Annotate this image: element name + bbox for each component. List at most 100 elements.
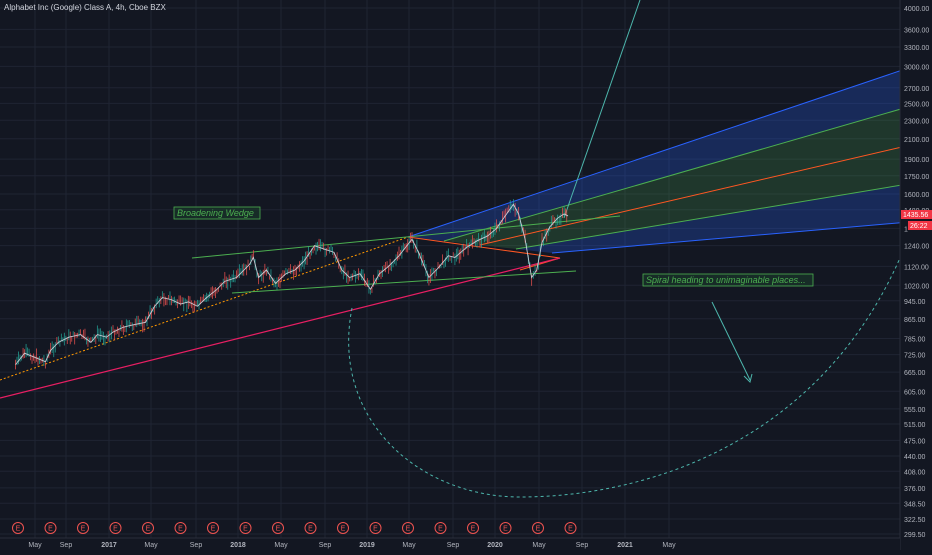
time-axis-label: May bbox=[274, 542, 288, 549]
chart-title: Alphabet Inc (Google) Class A, 4h, Cboe … bbox=[4, 3, 166, 12]
earnings-marker-label: E bbox=[16, 526, 21, 533]
wedge-lower-line[interactable] bbox=[231, 270, 577, 294]
earnings-marker-label: E bbox=[373, 526, 378, 533]
time-axis-label: May bbox=[28, 542, 42, 549]
earnings-marker-label: E bbox=[113, 526, 118, 533]
time-axis-label: 2019 bbox=[359, 542, 375, 549]
earnings-marker[interactable] bbox=[207, 522, 219, 534]
arrow-line[interactable] bbox=[711, 301, 751, 381]
price-axis-label: 1750.00 bbox=[904, 174, 929, 181]
price-axis-label: 2700.00 bbox=[904, 86, 929, 93]
price-line[interactable] bbox=[15, 203, 569, 365]
price-axis-label: 1 bbox=[904, 226, 908, 233]
pitchfork-line[interactable] bbox=[407, 59, 932, 238]
price-axis-label: 1120.00 bbox=[904, 264, 929, 271]
earnings-marker-label: E bbox=[243, 526, 248, 533]
earnings-marker[interactable] bbox=[12, 522, 24, 534]
earnings-marker[interactable] bbox=[239, 522, 252, 534]
pitchfork-handle[interactable] bbox=[407, 236, 561, 259]
time-axis-label: May bbox=[662, 542, 676, 549]
earnings-marker-label: E bbox=[178, 526, 183, 533]
price-axis-label: 725.00 bbox=[904, 353, 926, 360]
trendline-dotted[interactable] bbox=[0, 236, 409, 381]
time-axis-label: Sep bbox=[190, 542, 203, 549]
time-axis-label: 2018 bbox=[230, 542, 246, 549]
earnings-marker[interactable] bbox=[369, 522, 382, 534]
time-axis-label: Sep bbox=[576, 542, 589, 549]
earnings-marker-label: E bbox=[276, 526, 281, 533]
price-axis-label: 3600.00 bbox=[904, 27, 929, 34]
earnings-marker[interactable] bbox=[174, 522, 187, 534]
earnings-marker-label: E bbox=[503, 526, 508, 533]
earnings-marker[interactable] bbox=[304, 522, 317, 534]
price-axis-label: 2300.00 bbox=[904, 118, 929, 125]
pitchfork-band bbox=[480, 140, 932, 249]
time-axis-label: May bbox=[402, 542, 416, 549]
price-axis-label: 299.50 bbox=[904, 532, 926, 539]
pitchfork-band bbox=[516, 180, 932, 253]
earnings-marker[interactable] bbox=[77, 522, 89, 534]
time-axis-label: May bbox=[532, 542, 546, 549]
time-axis-label: Sep bbox=[319, 542, 332, 549]
price-axis bbox=[900, 0, 932, 550]
earnings-marker-label: E bbox=[568, 526, 573, 533]
earnings-marker[interactable] bbox=[337, 522, 349, 534]
time-axis-label: 2020 bbox=[487, 542, 503, 549]
price-axis-label: 348.50 bbox=[904, 501, 926, 508]
spiral-path[interactable] bbox=[348, 257, 901, 498]
countdown-label: 26:22 bbox=[910, 223, 928, 230]
annotation-box[interactable] bbox=[173, 206, 261, 220]
projection-line[interactable] bbox=[563, 0, 641, 219]
annotation-label: Broadening Wedge bbox=[177, 208, 254, 218]
price-axis-label: 945.00 bbox=[904, 299, 926, 306]
earnings-marker-label: E bbox=[406, 526, 411, 533]
price-axis-label: 1020.00 bbox=[904, 283, 929, 290]
pitchfork-band bbox=[408, 60, 932, 241]
earnings-marker[interactable] bbox=[142, 522, 154, 534]
trendline-support[interactable] bbox=[0, 257, 561, 399]
annotation-label: Spiral heading to unimaginable places... bbox=[646, 275, 806, 285]
earnings-marker-label: E bbox=[471, 526, 476, 533]
earnings-marker-label: E bbox=[308, 526, 313, 533]
earnings-marker[interactable] bbox=[272, 522, 284, 534]
earnings-marker[interactable] bbox=[564, 522, 577, 534]
time-axis-label: Sep bbox=[447, 542, 460, 549]
earnings-marker-label: E bbox=[341, 526, 346, 533]
earnings-marker[interactable] bbox=[499, 522, 512, 534]
price-axis-label: 1600.00 bbox=[904, 192, 929, 199]
earnings-marker-label: E bbox=[211, 526, 216, 533]
price-axis-label: 322.50 bbox=[904, 517, 926, 524]
price-axis-label: 1900.00 bbox=[904, 157, 929, 164]
price-axis-label: 440.00 bbox=[904, 454, 926, 461]
pitchfork-line[interactable] bbox=[479, 139, 932, 246]
pitchfork-line[interactable] bbox=[515, 179, 932, 250]
earnings-marker-label: E bbox=[48, 526, 53, 533]
earnings-marker-label: E bbox=[81, 526, 86, 533]
earnings-marker[interactable] bbox=[402, 522, 414, 534]
price-axis-label: 3300.00 bbox=[904, 45, 929, 52]
time-axis-label: 2017 bbox=[101, 542, 117, 549]
price-axis-label: 475.00 bbox=[904, 438, 926, 445]
price-axis-label: 785.00 bbox=[904, 336, 926, 343]
price-axis-label: 4000.00 bbox=[904, 6, 929, 13]
price-axis-label: 2100.00 bbox=[904, 137, 929, 144]
price-axis-label: 515.00 bbox=[904, 422, 926, 429]
wedge-upper-line[interactable] bbox=[191, 215, 621, 259]
earnings-marker[interactable] bbox=[434, 522, 447, 534]
pitchfork-line[interactable] bbox=[443, 99, 932, 242]
pitchfork-line[interactable] bbox=[551, 219, 932, 254]
earnings-marker-label: E bbox=[536, 526, 541, 533]
price-axis-label: 1240.00 bbox=[904, 244, 929, 251]
current-price-label: 1435.56 bbox=[903, 212, 928, 219]
price-axis-label: 3000.00 bbox=[904, 64, 929, 71]
price-axis-label: 376.00 bbox=[904, 486, 926, 493]
annotation-box[interactable] bbox=[642, 273, 814, 287]
arrow-head bbox=[743, 373, 753, 383]
earnings-marker[interactable] bbox=[44, 522, 57, 534]
earnings-marker[interactable] bbox=[467, 522, 479, 534]
earnings-marker-label: E bbox=[146, 526, 151, 533]
earnings-marker[interactable] bbox=[109, 522, 122, 534]
earnings-marker[interactable] bbox=[532, 522, 544, 534]
